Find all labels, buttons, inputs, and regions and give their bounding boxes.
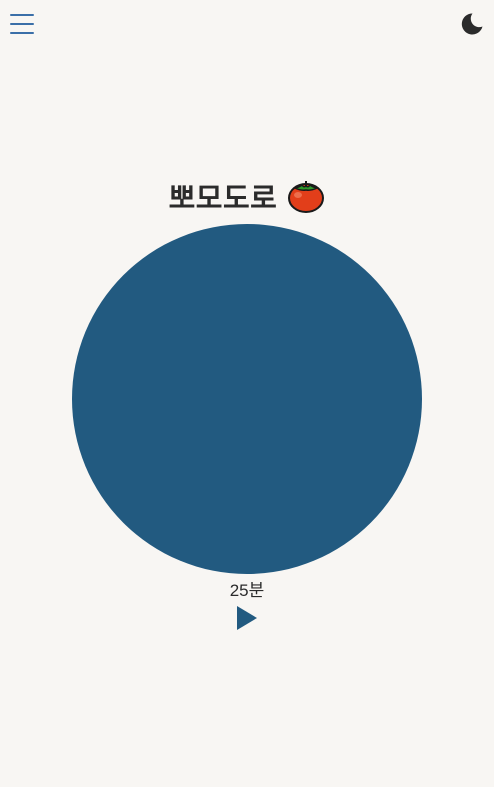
- theme-toggle-button[interactable]: [460, 12, 484, 36]
- title-row: 뽀모도로: [0, 176, 494, 216]
- menu-button[interactable]: [9, 12, 35, 36]
- tomato-icon: [287, 178, 325, 214]
- page-title: 뽀모도로: [168, 181, 278, 215]
- timer-circle[interactable]: [72, 224, 422, 574]
- play-button[interactable]: [236, 605, 258, 631]
- duration-label: 25분: [229, 581, 265, 600]
- hamburger-menu-icon: [10, 14, 34, 34]
- play-icon: [237, 606, 257, 630]
- moon-icon: [461, 13, 483, 35]
